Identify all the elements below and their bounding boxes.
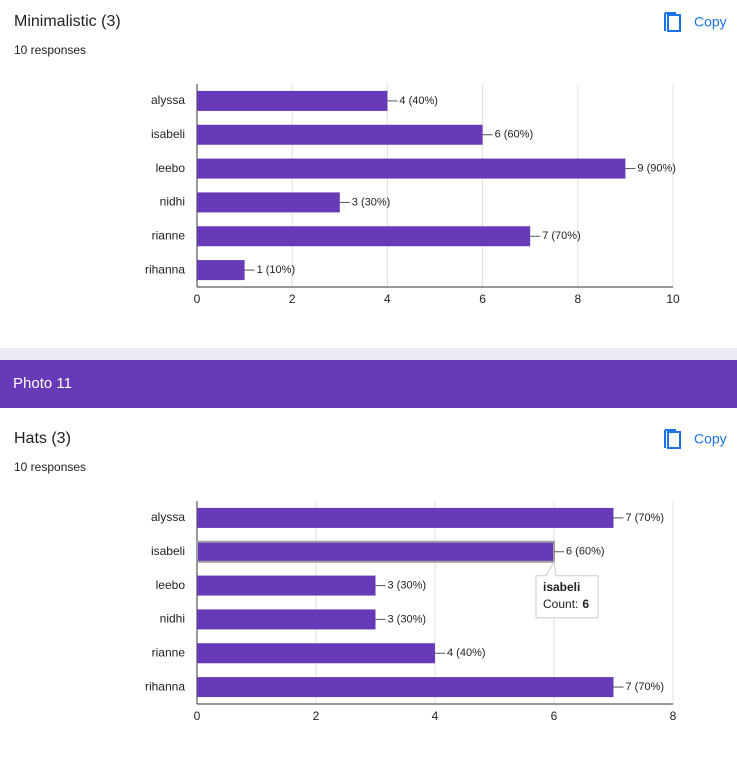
x-tick-label: 6 — [479, 292, 486, 306]
x-tick-label: 0 — [194, 709, 201, 723]
question-title: Hats (3) — [14, 430, 71, 447]
value-label: 4 (40%) — [399, 95, 438, 107]
value-label: 1 (10%) — [257, 264, 296, 276]
category-label: leebo — [156, 578, 186, 592]
copy-icon — [664, 429, 676, 448]
bar[interactable] — [197, 609, 376, 630]
bar[interactable] — [197, 643, 435, 664]
x-tick-label: 10 — [666, 292, 680, 306]
response-count: 10 responses — [14, 43, 86, 57]
category-label: isabeli — [151, 544, 185, 558]
bar[interactable] — [197, 575, 376, 596]
value-label: 7 (70%) — [542, 230, 581, 242]
category-label: rianne — [152, 228, 186, 242]
bar[interactable] — [197, 158, 626, 179]
category-label: rihanna — [145, 262, 185, 276]
bar[interactable] — [196, 540, 555, 563]
tooltip: isabeli Count: 6 — [535, 560, 599, 619]
copy-icon — [667, 14, 681, 32]
bar[interactable] — [197, 260, 245, 281]
value-label: 6 (60%) — [566, 546, 605, 558]
x-tick-label: 2 — [313, 709, 320, 723]
question-title: Minimalistic (3) — [14, 13, 121, 30]
tooltip-count-label: Count: — [543, 597, 578, 611]
category-label: nidhi — [160, 612, 185, 626]
tooltip-count-value: 6 — [582, 597, 589, 611]
category-label: leebo — [156, 161, 186, 175]
bar[interactable] — [197, 192, 340, 213]
value-label: 6 (60%) — [495, 129, 534, 141]
x-tick-label: 2 — [289, 292, 296, 306]
x-tick-label: 8 — [670, 709, 677, 723]
value-label: 7 (70%) — [626, 512, 665, 524]
value-label: 3 (30%) — [388, 579, 427, 591]
value-label: 4 (40%) — [447, 647, 486, 659]
bar[interactable] — [197, 226, 531, 247]
x-tick-label: 0 — [194, 292, 201, 306]
category-label: alyssa — [151, 93, 185, 107]
copy-label[interactable]: Copy — [694, 431, 727, 447]
value-label: 3 (30%) — [388, 613, 427, 625]
tooltip-title: isabeli — [543, 580, 580, 594]
section-banner — [0, 360, 737, 408]
value-label: 9 (90%) — [637, 162, 676, 174]
response-count: 10 responses — [14, 460, 86, 474]
section-title: Photo 11 — [13, 375, 72, 392]
x-tick-label: 6 — [551, 709, 558, 723]
bar[interactable] — [197, 124, 483, 145]
category-label: isabeli — [151, 127, 185, 141]
value-label: 3 (30%) — [352, 196, 391, 208]
category-label: nidhi — [160, 195, 185, 209]
x-tick-label: 8 — [574, 292, 581, 306]
bar[interactable] — [197, 677, 614, 698]
section-divider — [0, 348, 737, 360]
bar[interactable] — [197, 90, 388, 111]
copy-label[interactable]: Copy — [694, 14, 727, 30]
copy-button[interactable]: Copy — [664, 12, 727, 32]
value-label: 7 (70%) — [626, 681, 665, 693]
x-tick-label: 4 — [384, 292, 391, 306]
tooltip-box — [535, 560, 599, 619]
x-tick-label: 4 — [432, 709, 439, 723]
category-label: rihanna — [145, 679, 185, 693]
copy-icon — [664, 12, 676, 31]
bar[interactable] — [197, 507, 614, 528]
copy-icon — [667, 431, 681, 449]
category-label: alyssa — [151, 510, 185, 524]
category-label: rianne — [152, 645, 186, 659]
tooltip-count: Count: 6 — [543, 597, 589, 611]
copy-button[interactable]: Copy — [664, 429, 727, 449]
